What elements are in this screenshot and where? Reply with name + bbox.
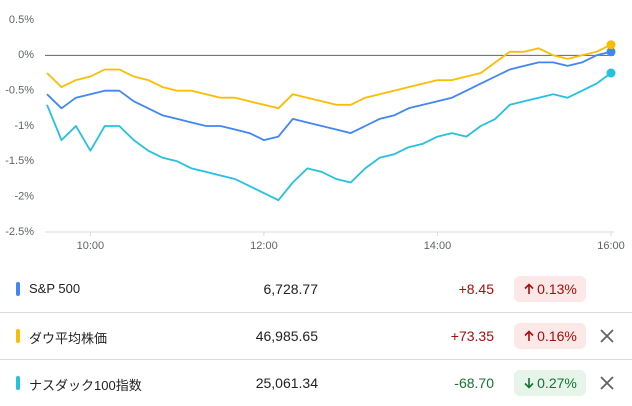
quote-price: 46,985.65 (255, 328, 318, 344)
end-dot (606, 40, 616, 50)
x-tick-label: 14:00 (424, 240, 452, 252)
series-line (46, 43, 612, 110)
y-tick-label: 0.5% (9, 14, 34, 26)
y-tick-label: -2.5% (5, 226, 34, 238)
percent-text: 0.27% (537, 375, 577, 391)
quote-name: S&P 500 (29, 281, 81, 296)
legend-swatch (16, 329, 20, 343)
quote-row: ナスダック100指数 25,061.34 -68.70 0.27% (0, 360, 632, 406)
percent-text: 0.16% (537, 328, 577, 344)
y-tick-label: 0% (18, 49, 34, 61)
percent-badge: 0.13% (514, 276, 586, 302)
quote-change: -68.70 (454, 375, 494, 391)
y-tick-label: -0.5% (5, 85, 34, 97)
x-tick-label: 16:00 (597, 240, 625, 252)
y-tick-label: -1.5% (5, 155, 34, 167)
end-dot (606, 68, 616, 78)
x-tick-label: 12:00 (250, 240, 278, 252)
y-tick-label: -1% (14, 120, 34, 132)
x-tick-label: 10:00 (77, 240, 105, 252)
legend-swatch (16, 376, 20, 390)
remove-button[interactable] (599, 375, 615, 391)
percent-badge: 0.27% (514, 370, 586, 396)
arrow-icon (524, 378, 534, 389)
percent-badge: 0.16% (514, 323, 586, 349)
quote-list: S&P 500 6,728.77 +8.45 0.13% ダウ平均株価 46,985.65… (0, 266, 632, 406)
arrow-icon (524, 283, 534, 294)
percent-text: 0.13% (537, 281, 577, 297)
remove-button[interactable] (599, 328, 615, 344)
quote-change: +8.45 (458, 281, 494, 297)
arrow-icon (524, 330, 534, 341)
chart: -2.5% -2% -1.5% -1% -0.5% 0% 0.5% 10:00 12:00 14:… (5, 14, 625, 252)
quote-row: S&P 500 6,728.77 +8.45 0.13% (0, 266, 632, 313)
y-tick-label: -2% (14, 191, 34, 203)
quote-change: +73.35 (450, 328, 494, 344)
series-line (46, 72, 612, 202)
quote-price: 6,728.77 (263, 281, 319, 297)
legend-swatch (16, 282, 20, 296)
quote-price: 25,061.34 (255, 375, 318, 391)
series-line (46, 50, 612, 141)
quote-name: ナスダック100指数 (29, 378, 142, 393)
end-dot (606, 47, 616, 57)
quote-row: ダウ平均株価 46,985.65 +73.35 0.16% (0, 313, 632, 360)
quote-name: ダウ平均株価 (29, 331, 108, 346)
